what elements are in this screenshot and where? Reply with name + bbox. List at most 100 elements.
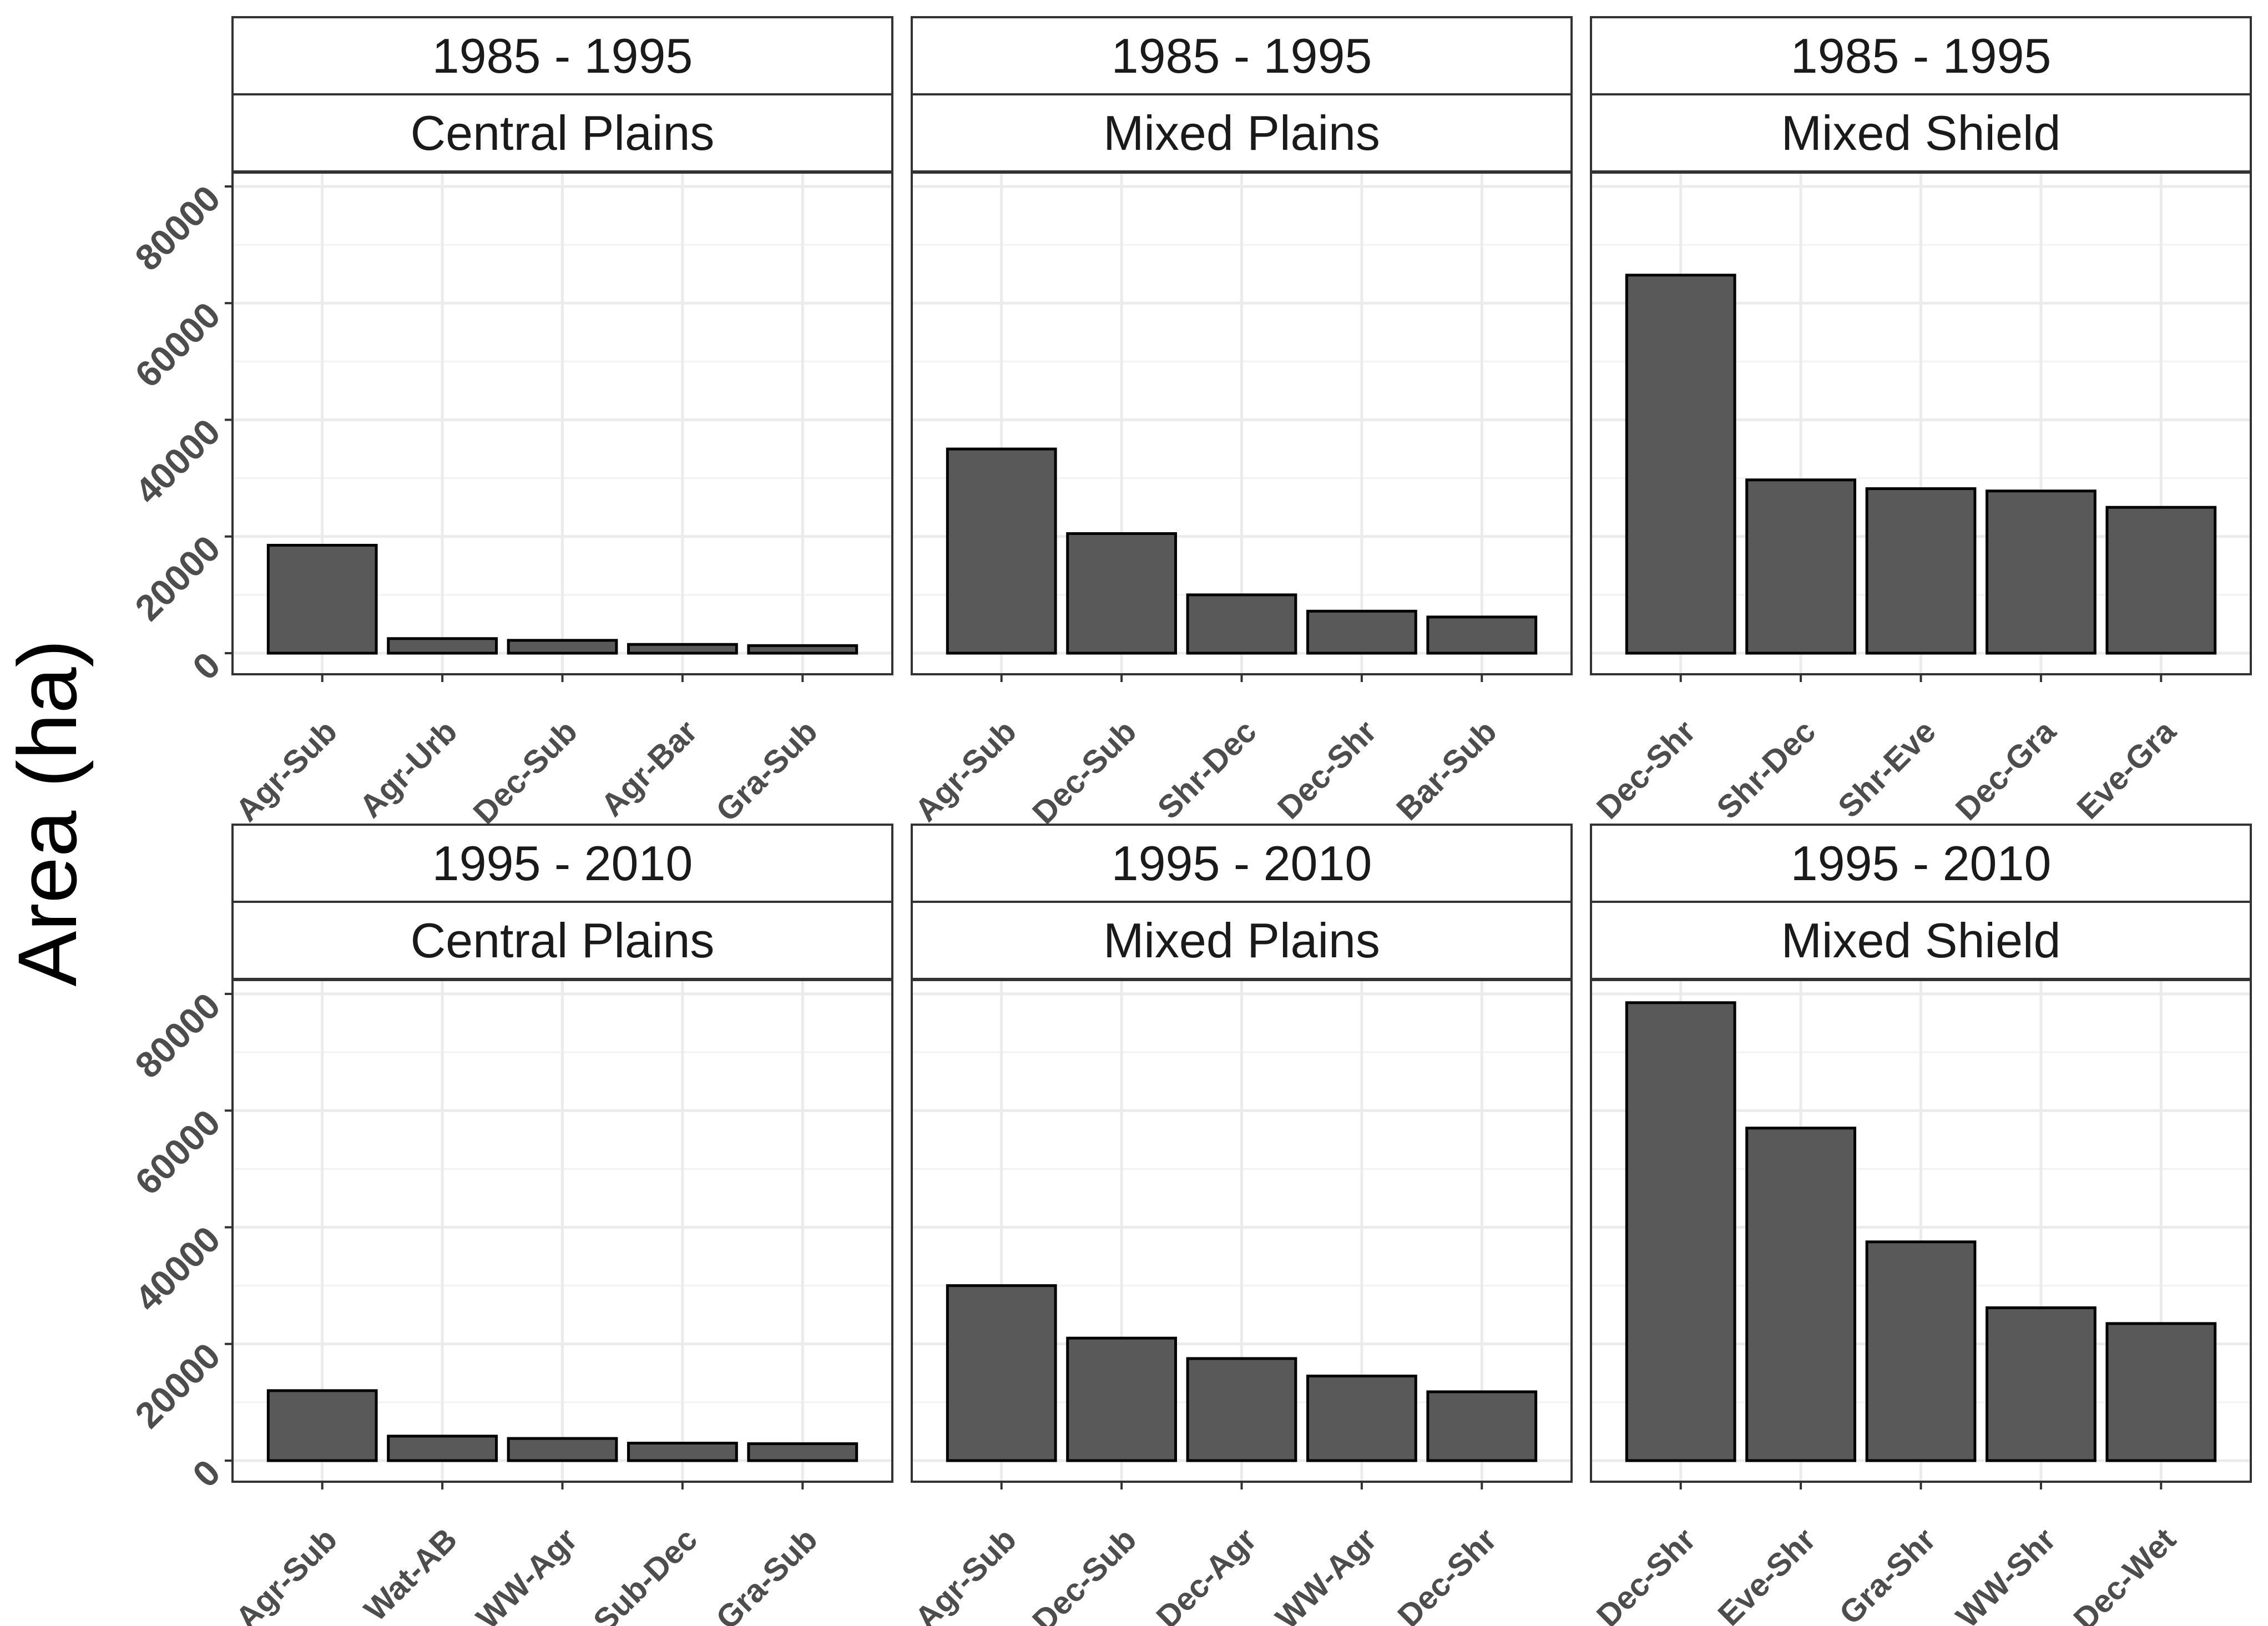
x-tick-label: Dec-Shr <box>1590 713 1703 826</box>
bar <box>1745 1127 1856 1462</box>
x-tick-label: Dec-Wet <box>2067 1521 2183 1626</box>
bar <box>627 643 738 655</box>
x-tick-label: Shr-Dec <box>1710 713 1822 826</box>
y-tick-label: 0 <box>185 1452 228 1495</box>
strip-region-box <box>911 901 1573 980</box>
strip-region-label: Central Plains <box>411 105 715 160</box>
y-tick-label: 20000 <box>127 1335 228 1436</box>
x-tick-label: WW-Agr <box>469 1521 584 1626</box>
x-tick-label: Dec-Shr <box>1271 713 1383 826</box>
bar <box>1986 1306 2097 1462</box>
strip-region-label: Mixed Shield <box>1781 105 2061 160</box>
y-tick-label: 40000 <box>127 1218 228 1319</box>
bar <box>627 1441 738 1462</box>
x-tick-label: Dec-Agr <box>1149 1521 1263 1626</box>
x-tick-label: Shr-Dec <box>1150 713 1263 826</box>
strip-region-label: Mixed Shield <box>1781 913 2061 968</box>
strip-period-label: 1985 - 1995 <box>1791 28 2052 83</box>
bar <box>747 1442 858 1462</box>
x-tick-label: WW-Shr <box>1949 1521 2063 1626</box>
bar <box>1426 615 1538 655</box>
bar <box>1625 1001 1736 1462</box>
bar <box>507 639 618 655</box>
x-tick-label: Dec-Gra <box>1949 713 2063 827</box>
x-tick-label: Eve-Shr <box>1711 1521 1822 1626</box>
bar <box>1986 489 2097 655</box>
facet-panel: 1995 - 2010 Mixed Shield Dec-Shr Eve-Shr Gra… <box>1590 824 2252 1626</box>
strip-period-label: 1985 - 1995 <box>1112 28 1372 83</box>
x-tick-label: WW-Agr <box>1269 1521 1383 1626</box>
strip-period-box <box>1590 16 2252 95</box>
bar <box>1066 532 1177 655</box>
strip-region-label: Mixed Plains <box>1103 105 1380 160</box>
x-tick-label: Wat-AB <box>357 1521 464 1626</box>
y-axis-label: Area (ha) <box>1 639 94 986</box>
x-tick-label: Agr-Sub <box>229 1521 344 1626</box>
strip-period-box <box>911 16 1573 95</box>
bar <box>1426 1390 1538 1462</box>
x-tick-label: Agr-Bar <box>594 713 704 824</box>
x-tick-label: Eve-Gra <box>2070 713 2183 826</box>
bar <box>1306 1375 1417 1462</box>
bar <box>266 544 378 655</box>
facet-panel: 1985 - 1995 Mixed Plains Agr-Sub Dec-Sub Shr… <box>908 16 1573 831</box>
y-tick-label: 0 <box>185 644 228 688</box>
y-tick-label: 80000 <box>127 985 228 1086</box>
bar <box>1186 1357 1297 1462</box>
bar <box>1306 609 1417 655</box>
x-tick-label: Dec-Sub <box>1026 1521 1143 1626</box>
x-tick-label: Agr-Sub <box>908 713 1023 829</box>
y-tick-label: 60000 <box>127 294 228 395</box>
strip-period-box <box>231 16 893 95</box>
bar <box>1625 274 1736 655</box>
x-tick-label: Agr-Sub <box>229 713 344 829</box>
bar <box>2105 506 2217 655</box>
x-tick-label: Dec-Shr <box>1391 1521 1503 1626</box>
x-tick-label: Gra-Sub <box>709 713 825 829</box>
x-tick-label: Agr-Sub <box>908 1521 1023 1626</box>
bar <box>747 644 858 655</box>
x-tick-label: Gra-Sub <box>709 1521 825 1626</box>
x-tick-label: Agr-Urb <box>352 713 464 825</box>
strip-region-box <box>1590 93 2252 173</box>
x-tick-label: Dec-Sub <box>1026 713 1143 831</box>
strip-period-label: 1995 - 2010 <box>1112 836 1372 891</box>
strip-period-label: 1995 - 2010 <box>1791 836 2052 891</box>
bar <box>1865 1240 1977 1462</box>
bar <box>1186 593 1297 655</box>
bar <box>1865 487 1977 655</box>
bar <box>507 1437 618 1462</box>
x-tick-label: Sub-Dec <box>587 1521 704 1626</box>
bar <box>946 447 1057 655</box>
bar <box>1066 1336 1177 1462</box>
bar <box>946 1284 1057 1462</box>
strip-region-label: Mixed Plains <box>1103 913 1380 968</box>
facet-panel: 1985 - 1995 Mixed Shield Dec-Shr Shr-Dec Shr… <box>1590 16 2252 827</box>
strip-region-box <box>911 93 1573 173</box>
facet-panel: 1985 - 1995 Central Plains Agr-Sub Agr-Urb D… <box>127 16 893 831</box>
y-tick-label: 80000 <box>127 178 228 279</box>
x-tick-label: Dec-Shr <box>1590 1521 1703 1626</box>
y-tick-label: 40000 <box>127 411 228 512</box>
strip-period-box <box>231 824 893 903</box>
strip-region-label: Central Plains <box>411 913 715 968</box>
bar <box>266 1389 378 1462</box>
y-tick-label: 20000 <box>127 527 228 628</box>
facet-panel: 1995 - 2010 Central Plains Agr-Sub Wat-AB WW… <box>127 824 893 1626</box>
bar <box>387 1435 498 1462</box>
bar <box>1745 478 1856 655</box>
strip-period-label: 1985 - 1995 <box>432 28 693 83</box>
x-tick-label: Gra-Shr <box>1832 1521 1943 1626</box>
strip-period-label: 1995 - 2010 <box>432 836 693 891</box>
bar <box>2105 1322 2217 1462</box>
strip-region-box <box>1590 901 2252 980</box>
strip-region-box <box>231 93 893 173</box>
x-tick-label: Dec-Sub <box>466 713 584 831</box>
y-tick-label: 60000 <box>127 1102 228 1203</box>
x-tick-label: Bar-Sub <box>1390 713 1503 827</box>
x-tick-label: Shr-Eve <box>1831 713 1943 825</box>
bar <box>387 637 498 655</box>
